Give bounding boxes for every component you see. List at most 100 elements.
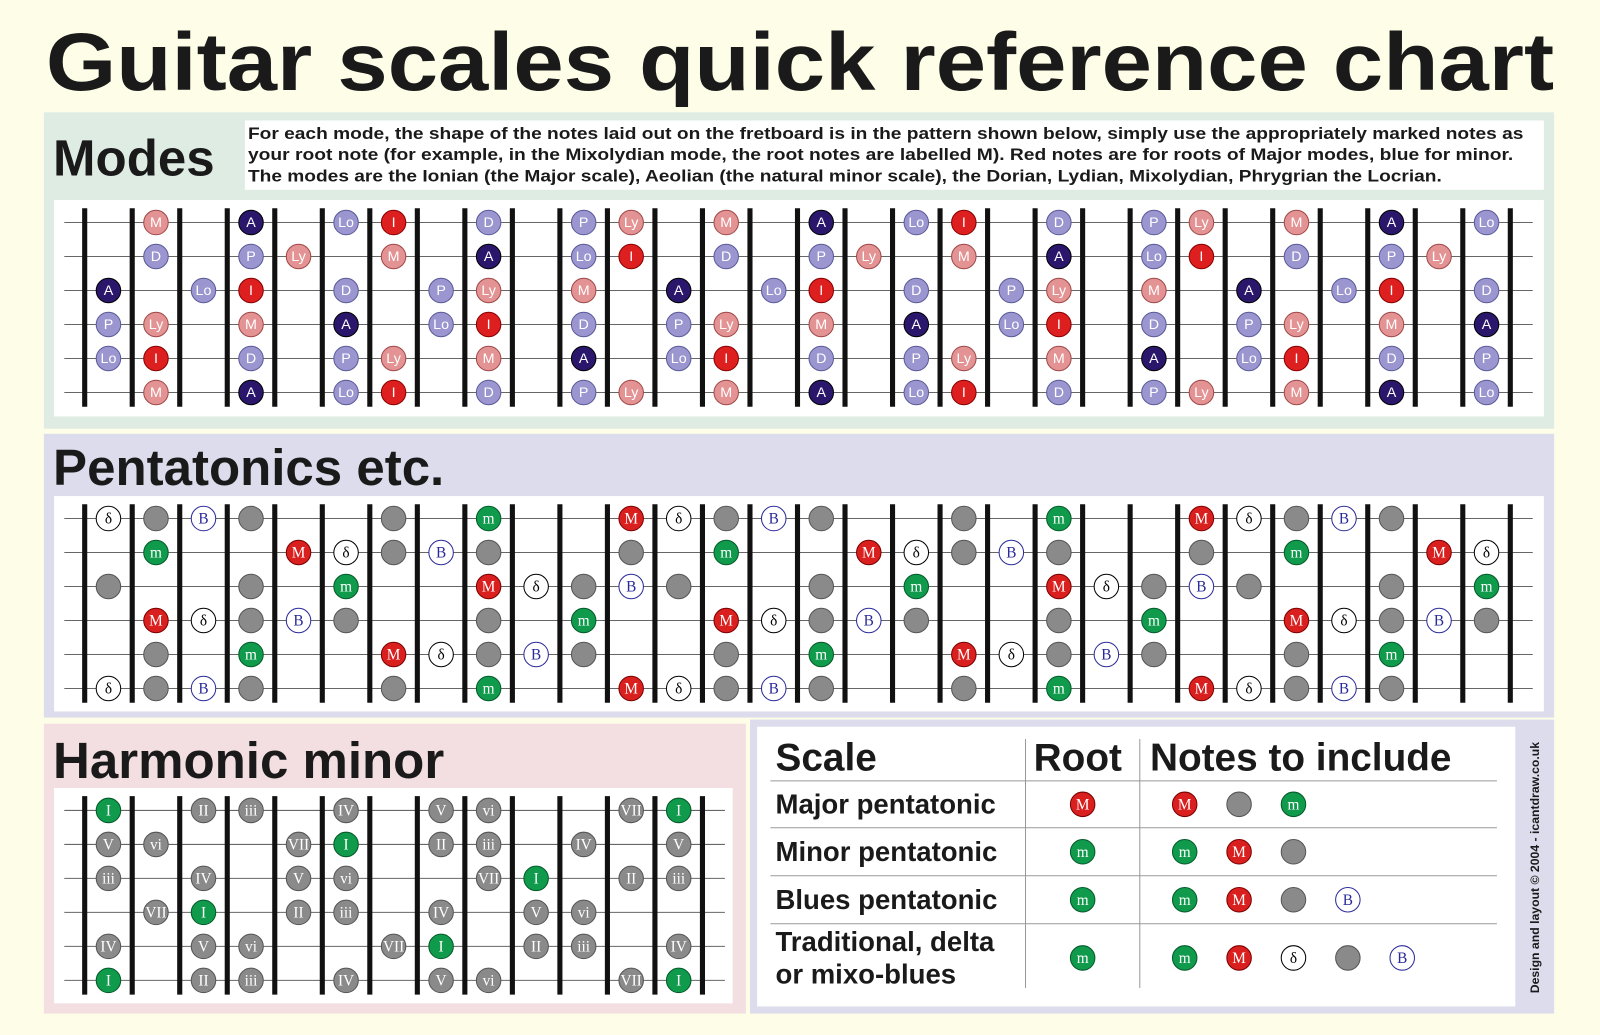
note — [618, 865, 644, 892]
note-label: δ — [200, 612, 207, 629]
note — [238, 573, 264, 600]
note-label: B — [293, 612, 303, 629]
note — [1046, 641, 1072, 668]
note — [1141, 209, 1167, 236]
note — [665, 311, 692, 338]
note-label: I — [392, 215, 396, 231]
note-label: P — [1387, 249, 1397, 265]
note-label: Lo — [338, 215, 354, 231]
note — [190, 797, 217, 824]
note — [523, 573, 549, 600]
note — [1046, 277, 1072, 304]
note-label: A — [341, 317, 351, 333]
note — [1283, 607, 1310, 634]
note — [285, 831, 312, 858]
note — [333, 539, 359, 566]
note-label: P — [817, 249, 827, 265]
note — [570, 345, 597, 372]
note — [238, 967, 264, 994]
note — [808, 345, 835, 372]
note-label: Lo — [196, 283, 212, 299]
note — [95, 277, 122, 304]
table-header: Notes to include — [1150, 737, 1452, 780]
note-label: m — [340, 579, 352, 596]
note — [665, 573, 692, 600]
note — [808, 209, 835, 236]
note — [1283, 675, 1310, 702]
note — [665, 345, 692, 372]
note-label: A — [246, 385, 256, 401]
note — [143, 505, 169, 532]
note-label: Ly — [719, 317, 734, 333]
note-label: P — [912, 351, 922, 367]
note — [95, 865, 122, 892]
note-label: IV — [195, 870, 211, 887]
note-label: B — [1343, 892, 1353, 909]
note — [428, 641, 454, 668]
note-label: M — [720, 215, 732, 231]
note-label: M — [720, 385, 732, 401]
note-label: D — [341, 283, 351, 299]
note — [333, 311, 359, 338]
note — [428, 933, 454, 960]
note-label: m — [1179, 844, 1191, 861]
note — [713, 345, 739, 372]
note-label: M — [1232, 892, 1246, 909]
note-label: m — [483, 511, 495, 528]
note-label: δ — [1245, 680, 1252, 697]
note — [1171, 886, 1198, 913]
note — [333, 573, 359, 600]
note-label: B — [1101, 646, 1111, 663]
note-label: M — [1178, 796, 1192, 813]
note-label: m — [1481, 579, 1493, 596]
note — [428, 311, 454, 338]
note — [1389, 945, 1415, 971]
note — [1473, 277, 1500, 304]
note — [1378, 573, 1405, 600]
note — [1473, 573, 1500, 600]
note — [570, 899, 597, 926]
note — [1473, 607, 1500, 634]
note-label: IV — [576, 836, 592, 853]
note — [1141, 641, 1167, 668]
note-label: A — [1244, 283, 1254, 299]
note — [143, 311, 169, 338]
note — [1335, 886, 1361, 913]
note-label: δ — [770, 612, 777, 629]
note-label: M — [1232, 950, 1246, 967]
note — [1226, 945, 1252, 971]
note — [1331, 675, 1357, 702]
note — [1046, 243, 1072, 270]
note — [618, 505, 644, 532]
note — [903, 345, 930, 372]
note-label: vi — [150, 836, 162, 853]
note-label: δ — [1483, 545, 1490, 562]
note — [1378, 641, 1405, 668]
note-label: I — [962, 215, 966, 231]
note — [333, 899, 359, 926]
note-label: m — [1386, 646, 1398, 663]
note-label: M — [1232, 844, 1246, 861]
note — [903, 379, 930, 406]
note-label: I — [629, 249, 633, 265]
note-label: P — [1149, 385, 1159, 401]
note — [475, 675, 502, 702]
note — [95, 967, 122, 994]
note-label: δ — [1103, 579, 1110, 596]
note — [190, 933, 217, 960]
note-label: D — [483, 385, 493, 401]
note-label: vi — [483, 972, 495, 989]
note — [903, 277, 930, 304]
note — [808, 243, 835, 270]
note — [1378, 311, 1405, 338]
note — [143, 675, 169, 702]
note — [143, 607, 169, 634]
note-label: IV — [671, 938, 687, 955]
note — [238, 209, 264, 236]
note — [1280, 839, 1307, 865]
note-label: m — [1291, 545, 1303, 562]
note-label: vi — [245, 938, 257, 955]
note-label: B — [1339, 680, 1349, 697]
note-label: vi — [340, 870, 352, 887]
note — [238, 607, 264, 634]
